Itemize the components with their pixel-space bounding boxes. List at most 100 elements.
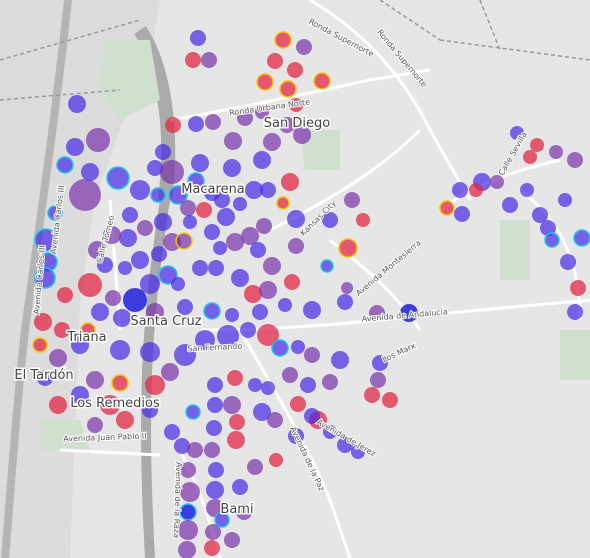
station-bubble <box>185 404 201 420</box>
station-bubble <box>400 304 418 322</box>
station-bubble <box>137 220 153 236</box>
station-bubble <box>214 192 230 208</box>
station-bubble <box>100 395 120 415</box>
station-bubble <box>205 114 221 130</box>
station-bubble <box>32 337 48 353</box>
station-bubble <box>80 322 96 338</box>
station-bubble <box>296 39 312 55</box>
station-bubble <box>188 116 204 132</box>
station-bubble <box>369 305 385 321</box>
station-bubble <box>150 187 166 203</box>
station-bubble <box>103 226 121 244</box>
station-bubble <box>195 330 215 350</box>
station-bubble <box>204 540 220 556</box>
street-label: Avenida de la Raza <box>172 462 184 538</box>
station-bubble <box>289 98 303 112</box>
station-bubble <box>177 299 193 315</box>
station-bubble <box>122 207 138 223</box>
station-bubble <box>140 342 160 362</box>
station-bubble <box>178 541 196 558</box>
station-bubble <box>217 325 239 347</box>
station-bubble <box>540 220 556 236</box>
station-bubble <box>206 420 222 436</box>
station-bubble <box>231 269 249 287</box>
station-bubble <box>69 179 101 211</box>
station-bubble <box>223 396 241 414</box>
station-bubble <box>54 322 70 338</box>
station-bubble <box>323 425 337 439</box>
station-bubble <box>281 173 299 191</box>
station-bubble <box>224 132 242 150</box>
station-bubble <box>567 304 583 320</box>
station-bubble <box>313 72 331 90</box>
station-bubble <box>145 375 165 395</box>
station-bubble <box>364 387 380 403</box>
station-bubble <box>227 431 245 449</box>
station-bubble <box>151 246 167 262</box>
station-bubble <box>237 110 253 126</box>
station-bubble <box>187 442 203 458</box>
station-bubble <box>322 212 338 228</box>
station-bubble <box>227 370 243 386</box>
station-bubble <box>111 374 129 392</box>
station-bubble <box>119 229 137 247</box>
station-bubble <box>244 285 262 303</box>
station-bubble <box>282 367 298 383</box>
station-bubble <box>351 445 365 459</box>
district-label: El Tardón <box>14 368 73 383</box>
station-bubble <box>223 159 241 177</box>
station-bubble <box>247 459 263 475</box>
station-bubble <box>146 303 164 321</box>
station-bubble <box>382 392 398 408</box>
station-bubble <box>337 437 353 453</box>
station-bubble <box>288 428 304 444</box>
station-bubble <box>208 260 224 276</box>
station-bubble <box>201 52 217 68</box>
station-bubble <box>140 274 160 294</box>
street-label: San Fernando <box>187 342 242 354</box>
station-bubble <box>118 261 132 275</box>
station-bubble <box>490 175 504 189</box>
station-bubble <box>47 205 63 221</box>
station-bubble <box>37 370 53 386</box>
station-bubble <box>180 200 196 216</box>
station-bubble <box>469 183 483 197</box>
station-bubble <box>236 504 252 520</box>
station-bubble <box>274 31 292 49</box>
station-bubble <box>174 438 190 454</box>
station-bubble <box>185 52 201 68</box>
station-bubble <box>241 227 259 245</box>
station-bubble <box>240 322 256 338</box>
station-bubble <box>213 241 227 255</box>
station-bubble <box>279 117 295 133</box>
station-bubble <box>229 414 245 430</box>
station-bubble <box>204 224 220 240</box>
station-bubble <box>372 355 388 371</box>
station-bubble <box>116 411 134 429</box>
station-bubble <box>68 95 86 113</box>
station-bubble <box>224 532 240 548</box>
station-bubble <box>370 372 386 388</box>
station-bubble <box>217 208 235 226</box>
station-bubble <box>233 197 247 211</box>
station-bubble <box>204 442 220 458</box>
station-bubble <box>338 238 358 258</box>
station-bubble <box>225 308 239 322</box>
station-bubble <box>34 267 56 289</box>
station-bubble <box>158 265 178 285</box>
station-bubble <box>287 210 305 228</box>
station-bubble <box>356 213 370 227</box>
station-bubble <box>303 301 321 319</box>
station-bubble <box>252 304 268 320</box>
station-bubble <box>49 396 67 414</box>
station-bubble <box>203 302 221 320</box>
station-bubble <box>196 202 212 218</box>
street-label: Ronda Supernorte <box>307 17 375 59</box>
station-bubble <box>510 126 524 140</box>
station-bubble <box>131 251 149 269</box>
station-bubble <box>250 242 266 258</box>
station-bubble <box>293 126 311 144</box>
station-bubble <box>439 200 455 216</box>
station-bubble <box>570 280 586 296</box>
